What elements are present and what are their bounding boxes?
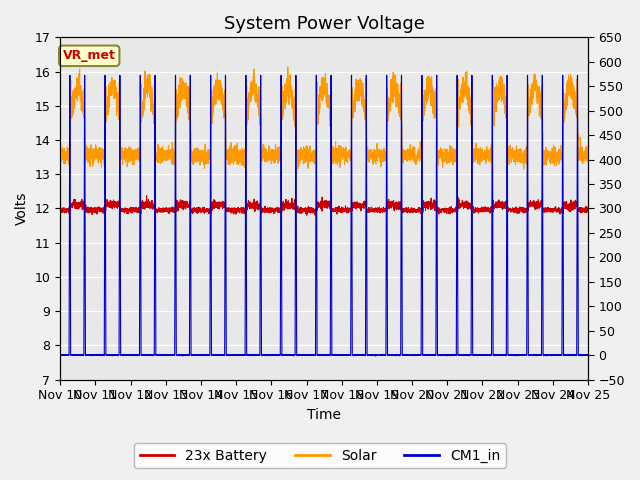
X-axis label: Time: Time (307, 408, 341, 422)
Y-axis label: Volts: Volts (15, 192, 29, 225)
Legend: 23x Battery, Solar, CM1_in: 23x Battery, Solar, CM1_in (134, 443, 506, 468)
Title: System Power Voltage: System Power Voltage (224, 15, 424, 33)
Text: VR_met: VR_met (63, 49, 116, 62)
